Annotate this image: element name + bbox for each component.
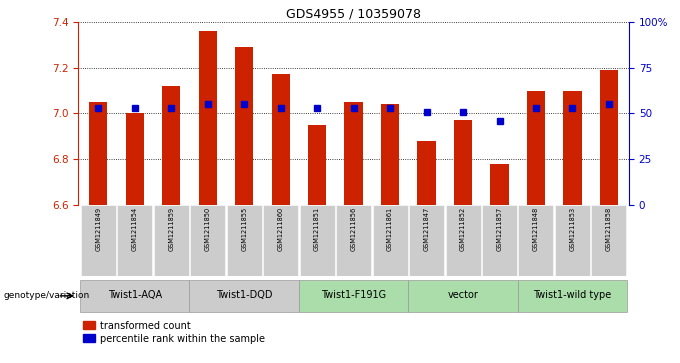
Text: GSM1211856: GSM1211856 (351, 207, 356, 252)
Bar (80, 280, 190, 312)
Text: GSM1211859: GSM1211859 (168, 207, 174, 251)
Bar (226, 205, 262, 276)
Text: genotype/variation: genotype/variation (3, 291, 90, 300)
Text: GSM1211848: GSM1211848 (533, 207, 539, 252)
Bar (600, 70, 618, 205)
Bar (490, 164, 509, 205)
Text: Twist1-DQD: Twist1-DQD (216, 290, 273, 300)
Text: GSM1211855: GSM1211855 (241, 207, 247, 252)
Bar (190, 205, 225, 276)
Bar (199, 31, 217, 205)
Bar (592, 205, 626, 276)
Bar (308, 125, 326, 205)
Bar (162, 86, 180, 205)
Bar (381, 104, 399, 205)
Bar (518, 205, 554, 276)
Text: GSM1211847: GSM1211847 (424, 207, 430, 252)
Bar (517, 280, 627, 312)
Bar (263, 205, 298, 276)
Text: GSM1211849: GSM1211849 (95, 207, 101, 251)
Bar (555, 205, 590, 276)
Bar (336, 205, 371, 276)
Text: GSM1211857: GSM1211857 (496, 207, 503, 252)
Bar (81, 205, 116, 276)
Bar (454, 120, 472, 205)
Text: vector: vector (447, 290, 479, 300)
Text: GSM1211858: GSM1211858 (606, 207, 612, 252)
Bar (126, 114, 144, 205)
Text: GSM1211852: GSM1211852 (460, 207, 466, 252)
Title: GDS4955 / 10359078: GDS4955 / 10359078 (286, 8, 421, 21)
Bar (89, 102, 107, 205)
Bar (345, 102, 362, 205)
Bar (235, 47, 253, 205)
Text: GSM1211854: GSM1211854 (132, 207, 138, 252)
Text: GSM1211860: GSM1211860 (277, 207, 284, 252)
Bar (373, 205, 407, 276)
Bar (482, 205, 517, 276)
Legend: transformed count, percentile rank within the sample: transformed count, percentile rank withi… (83, 321, 265, 344)
Text: Twist1-wild type: Twist1-wild type (533, 290, 611, 300)
Bar (418, 141, 436, 205)
Text: Twist1-AQA: Twist1-AQA (107, 290, 162, 300)
Bar (154, 205, 189, 276)
Bar (300, 205, 335, 276)
Text: GSM1211851: GSM1211851 (314, 207, 320, 251)
Text: Twist1-F191G: Twist1-F191G (321, 290, 386, 300)
Bar (271, 74, 290, 205)
Bar (117, 205, 152, 276)
Text: GSM1211850: GSM1211850 (205, 207, 211, 252)
Bar (190, 280, 299, 312)
Text: GSM1211853: GSM1211853 (569, 207, 575, 251)
Bar (445, 205, 481, 276)
Bar (408, 280, 517, 312)
Bar (299, 280, 408, 312)
Bar (409, 205, 444, 276)
Text: GSM1211861: GSM1211861 (387, 207, 393, 251)
Bar (527, 90, 545, 205)
Bar (563, 90, 581, 205)
